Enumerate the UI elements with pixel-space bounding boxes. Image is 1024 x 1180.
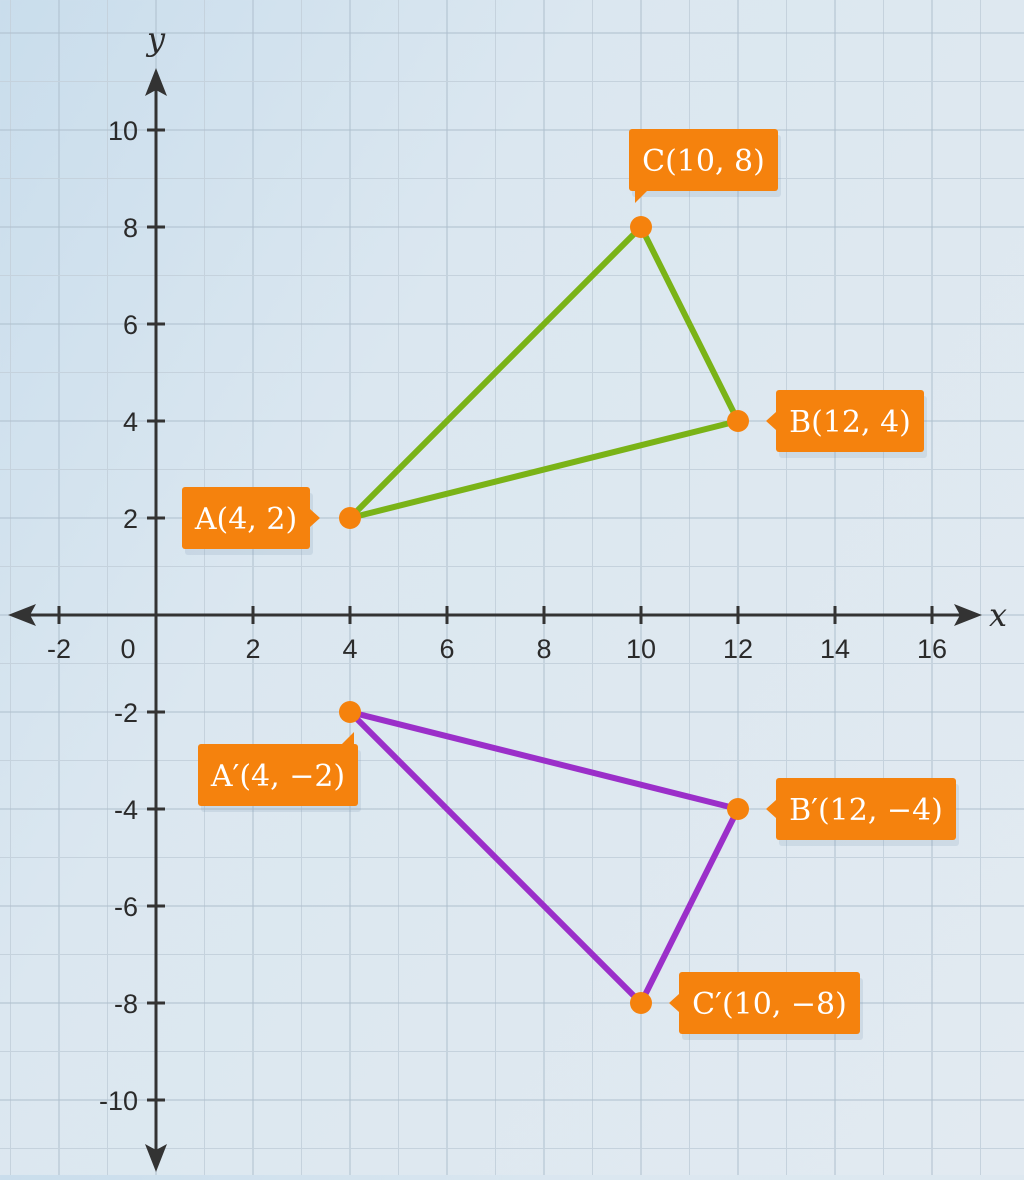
label-box — [198, 744, 358, 806]
triangle-original — [347, 224, 741, 521]
x-axis-arrow-left-icon — [8, 604, 36, 626]
vertex-label: A′(4, −2) — [198, 732, 361, 812]
y-tick-label: 8 — [123, 213, 138, 243]
triangles — [347, 224, 741, 1006]
x-tick-label: 0 — [120, 634, 135, 664]
vertex-label: B(12, 4) — [766, 390, 927, 458]
x-tick-label: 16 — [917, 634, 947, 664]
label-box — [629, 129, 778, 191]
label-pointer-icon — [669, 994, 679, 1012]
y-tick-label: 10 — [108, 116, 138, 146]
y-tick-label: -6 — [114, 892, 138, 922]
x-tick-label: 10 — [626, 634, 656, 664]
y-tick-label: -4 — [114, 795, 138, 825]
vertices — [339, 216, 749, 1014]
x-tick-label: 2 — [245, 634, 260, 664]
x-tick-label: -2 — [47, 634, 71, 664]
label-box — [679, 972, 860, 1034]
label-box — [776, 390, 924, 452]
triangle-reflection — [347, 709, 741, 1006]
vertex-label: A(4, 2) — [182, 487, 320, 555]
vertex-point — [630, 216, 652, 238]
vertex-labels: A(4, 2) B(12, 4) C(10, 8) A′(4, −2) B′(12, −… — [182, 129, 959, 1040]
vertex-label: B′(12, −4) — [766, 778, 959, 846]
label-pointer-icon — [766, 412, 776, 430]
label-text: B(12, 4) — [789, 405, 911, 440]
x-axis-arrow-right-icon — [954, 604, 982, 626]
tick-labels: -2 0 2 4 6 8 10 12 14 16 10 8 6 4 2 -2 -4 -6 -8 -10 — [47, 116, 947, 1116]
y-tick-label: 2 — [123, 504, 138, 534]
y-tick-label: -10 — [99, 1086, 138, 1116]
x-axis-label: x — [989, 596, 1007, 634]
x-tick-label: 6 — [439, 634, 454, 664]
axes: xy — [8, 20, 1007, 1172]
y-tick-label: -2 — [114, 698, 138, 728]
label-text: A′(4, −2) — [210, 759, 345, 794]
y-tick-label: 6 — [123, 310, 138, 340]
label-text: B′(12, −4) — [789, 793, 943, 828]
y-axis-arrow-down-icon — [145, 1144, 167, 1172]
label-pointer-icon — [310, 509, 320, 527]
label-box — [776, 778, 956, 840]
label-pointer-icon — [635, 191, 647, 203]
vertex-point — [727, 798, 749, 820]
vertex-point — [339, 701, 361, 723]
vertex-label: C(10, 8) — [629, 129, 781, 203]
label-pointer-icon — [766, 800, 776, 818]
label-text: A(4, 2) — [194, 502, 297, 537]
y-tick-label: -8 — [114, 989, 138, 1019]
y-tick-label: 4 — [123, 407, 138, 437]
x-tick-label: 8 — [536, 634, 551, 664]
label-box — [182, 487, 310, 549]
y-axis-label: y — [145, 20, 166, 58]
vertex-label: C′(10, −8) — [669, 972, 863, 1040]
label-text: C(10, 8) — [642, 144, 765, 179]
y-axis-arrow-up-icon — [145, 68, 167, 96]
x-tick-label: 4 — [342, 634, 357, 664]
vertex-point — [339, 507, 361, 529]
x-tick-label: 14 — [820, 634, 850, 664]
vertex-point — [630, 992, 652, 1014]
label-pointer-icon — [342, 732, 354, 744]
label-text: C′(10, −8) — [692, 987, 847, 1022]
x-tick-label: 12 — [723, 634, 753, 664]
vertex-point — [727, 410, 749, 432]
